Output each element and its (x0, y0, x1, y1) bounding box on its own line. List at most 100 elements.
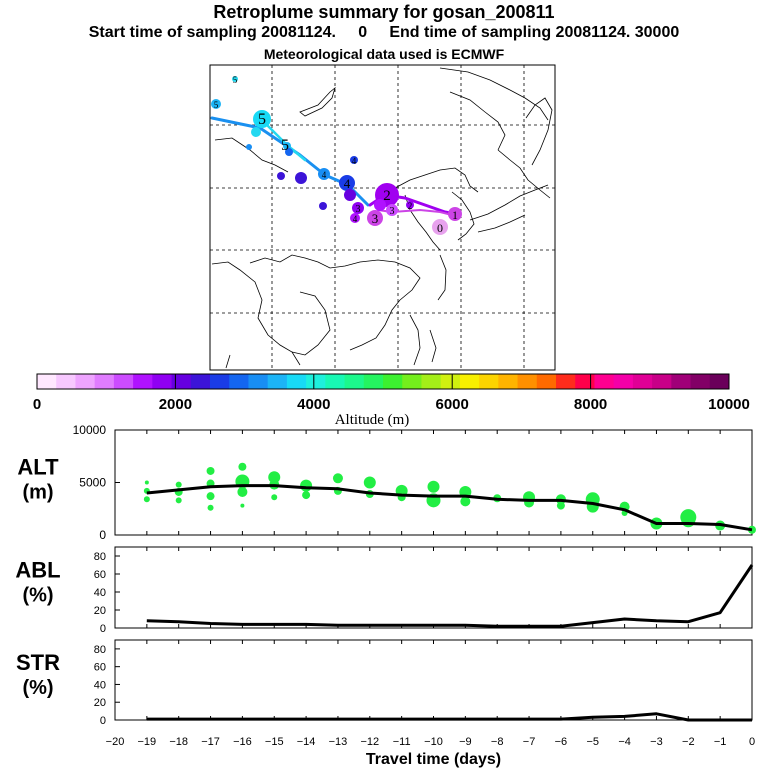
x-tick-label: −5 (586, 736, 599, 748)
map-coastlines (211, 67, 553, 369)
y-tick-label: 5000 (79, 476, 106, 490)
trajectory-point (432, 219, 448, 235)
x-tick-label: −3 (650, 736, 663, 748)
colorbar-swatch (325, 374, 346, 389)
alt-scatter-point (144, 480, 149, 485)
trajectory-point (251, 127, 261, 137)
colorbar-swatch (459, 374, 480, 389)
sampling-time-line: Start time of sampling 20081124. 0 End t… (88, 24, 680, 41)
colorbar-tick-label: 10000 (708, 396, 750, 413)
colorbar-swatch (363, 374, 384, 389)
colorbar-swatch (37, 374, 57, 389)
colorbar-swatch (210, 374, 230, 389)
alt-scatter-point (238, 462, 247, 471)
x-tick-label: −11 (393, 736, 411, 748)
y-tick-label: 20 (94, 605, 106, 617)
panel-line-str (146, 712, 752, 722)
colorbar-swatch (56, 374, 76, 389)
colorbar-swatch (229, 374, 249, 389)
x-axis-label: Travel time (days) (366, 751, 501, 768)
colorbar-swatch (556, 374, 576, 389)
trajectory-label: 4 (352, 156, 357, 166)
trajectory-label: 5 (258, 111, 266, 128)
panel-ylabel: (m) (22, 482, 53, 504)
alt-scatter-point (427, 480, 440, 493)
trajectory-point (318, 168, 330, 180)
colorbar-swatch (383, 374, 403, 389)
colorbar-swatch (267, 374, 288, 389)
trajectory-label: 4 (322, 170, 327, 180)
alt-scatter-point (332, 473, 343, 484)
panel-line-abl (146, 564, 754, 628)
x-tick-label: −14 (297, 736, 316, 748)
altitude-colorbar: 0 2000 4000 6000 8000 10000 (33, 373, 750, 413)
colorbar-swatch (152, 374, 173, 389)
trajectory-point (339, 175, 355, 191)
panel-alt: ALT(m) 0 5000 10000 (17, 423, 756, 542)
colorbar-swatch (306, 374, 326, 389)
y-tick-label: 10000 (73, 423, 107, 437)
y-tick-label: 40 (94, 587, 106, 599)
alt-scatter-point (460, 496, 471, 507)
y-tick-label: 80 (94, 551, 106, 563)
panel-frame (114, 546, 753, 629)
trajectory-point (211, 99, 221, 109)
colorbar-swatch (632, 374, 653, 389)
panel-frame (114, 639, 753, 721)
trajectory-point (448, 207, 462, 221)
colorbar-swatch (440, 374, 461, 389)
trajectory-point (295, 172, 307, 184)
colorbar-swatch (344, 374, 365, 389)
colorbar-swatch (75, 374, 96, 389)
panel-ylabel: ABL (15, 558, 60, 583)
alt-scatter-point (206, 492, 215, 501)
y-tick-label: 80 (94, 644, 106, 656)
alt-scatter-point (300, 479, 313, 492)
x-tick-label: −12 (360, 736, 379, 748)
colorbar-swatch (402, 374, 422, 389)
y-tick-label: 20 (94, 697, 106, 709)
colorbar-swatch (690, 374, 711, 389)
x-tick-label: −9 (459, 736, 472, 748)
y-tick-label: 0 (99, 528, 106, 542)
x-tick-label: −19 (138, 736, 157, 748)
trajectory-label: 5 (214, 100, 219, 110)
time-series-panels: ALT(m)0500010000ABL(%)020406080STR(%)020… (15, 423, 756, 768)
colorbar-title: Altitude (m) (335, 412, 410, 428)
colorbar-swatch (536, 374, 557, 389)
x-tick-label: −1 (714, 736, 727, 748)
alt-scatter-point (237, 486, 248, 497)
panel-line-alt (146, 484, 753, 532)
colorbar-tick-label: 4000 (297, 396, 330, 413)
colorbar-swatch (594, 374, 615, 389)
panel-ylabel: ALT (17, 455, 59, 480)
trajectory-point (232, 76, 238, 82)
x-tick-label: −7 (523, 736, 536, 748)
x-tick-label: −20 (106, 736, 125, 748)
panel-ylabel: (%) (22, 677, 53, 699)
y-tick-label: 0 (100, 623, 106, 635)
alt-scatter-point (207, 504, 214, 511)
panel-abl: ABL(%) 0 20 40 60 80 (15, 546, 754, 635)
x-tick-label: −4 (618, 736, 631, 748)
alt-scatter-point (363, 476, 376, 489)
x-tick-label: −8 (491, 736, 504, 748)
colorbar-swatch (171, 374, 192, 389)
trajectory-label: 5 (281, 137, 289, 154)
trajectory-label: 5 (233, 75, 238, 85)
colorbar-swatch (286, 374, 307, 389)
colorbar-swatch (133, 374, 153, 389)
y-tick-label: 60 (94, 569, 106, 581)
x-tick-label: −2 (682, 736, 695, 748)
trajectory-point (350, 213, 360, 223)
trajectory-label: 2 (383, 188, 391, 204)
trajectory-point (367, 210, 383, 226)
page-title: Retroplume summary for gosan_200811 (213, 2, 555, 22)
alt-scatter-point (175, 481, 182, 488)
trajectory-point (285, 148, 293, 156)
alt-scatter-point (206, 466, 215, 475)
trajectory-label: 3 (356, 204, 361, 215)
colorbar-swatch (248, 374, 269, 389)
trajectory-point (277, 172, 285, 180)
